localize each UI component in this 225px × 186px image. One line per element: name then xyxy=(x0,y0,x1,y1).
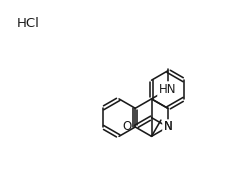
Text: N: N xyxy=(163,121,172,134)
Text: HN: HN xyxy=(159,83,177,96)
Text: O: O xyxy=(122,121,131,134)
Text: N: N xyxy=(163,121,172,134)
Text: N: N xyxy=(163,121,172,134)
Text: HCl: HCl xyxy=(17,17,40,30)
Text: HN: HN xyxy=(159,83,177,96)
